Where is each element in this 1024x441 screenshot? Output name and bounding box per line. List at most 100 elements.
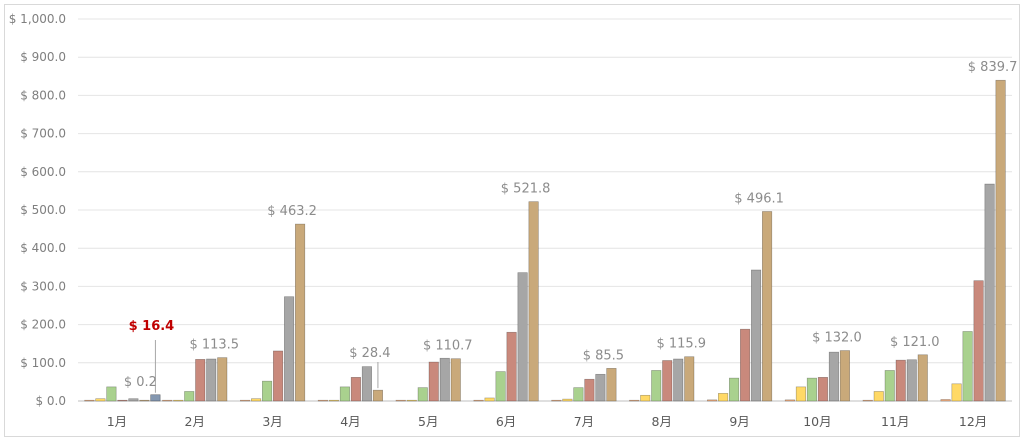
bar xyxy=(361,366,372,402)
bar xyxy=(551,399,562,402)
bar xyxy=(740,328,751,402)
bar xyxy=(606,368,617,402)
bar xyxy=(473,399,484,402)
bar xyxy=(629,399,640,402)
data-label: $ 0.2 xyxy=(124,375,157,390)
y-tick-label: $ 1,000.0 xyxy=(9,12,66,26)
x-category-label: 7月 xyxy=(574,414,594,429)
bar xyxy=(262,380,273,402)
bar xyxy=(417,387,428,402)
data-label: $ 463.2 xyxy=(267,204,317,219)
y-tick-label: $ 300.0 xyxy=(20,279,66,293)
bar xyxy=(806,377,817,402)
bar xyxy=(162,399,173,402)
bar xyxy=(917,354,928,402)
data-label: $ 121.0 xyxy=(890,335,940,350)
bar xyxy=(484,397,495,402)
bar xyxy=(573,387,584,402)
data-label: $ 115.9 xyxy=(656,337,706,352)
bar xyxy=(784,399,795,402)
y-tick-label: $ 800.0 xyxy=(20,88,66,102)
y-tick-label: $ 400.0 xyxy=(20,241,66,255)
bar xyxy=(673,358,684,402)
bar xyxy=(817,377,828,402)
bar xyxy=(317,399,328,402)
bar xyxy=(84,399,95,402)
bar xyxy=(106,386,117,402)
bar xyxy=(684,356,695,402)
bar xyxy=(495,371,506,402)
bar xyxy=(95,398,106,402)
bar xyxy=(117,399,128,402)
data-label: $ 496.1 xyxy=(734,191,784,206)
y-tick-label: $ 600.0 xyxy=(20,165,66,179)
data-label: $ 132.0 xyxy=(812,331,862,346)
x-category-label: 12月 xyxy=(959,414,987,429)
bar xyxy=(584,378,595,402)
y-tick-label: $ 900.0 xyxy=(20,50,66,64)
bar xyxy=(450,358,461,402)
bar xyxy=(406,399,417,402)
bar xyxy=(273,350,284,402)
bar xyxy=(184,391,195,402)
bar xyxy=(206,358,217,402)
bar xyxy=(862,399,873,402)
data-label: $ 110.7 xyxy=(423,339,473,354)
highlight-data-label: $ 16.4 xyxy=(129,319,175,334)
x-category-label: 4月 xyxy=(340,414,360,429)
highlight-bar xyxy=(150,394,161,402)
y-tick-label: $ 100.0 xyxy=(20,356,66,370)
bar xyxy=(962,331,973,402)
data-label: $ 521.8 xyxy=(501,182,551,197)
y-tick-label: $ 0.0 xyxy=(35,394,66,408)
bar xyxy=(562,398,573,402)
bar xyxy=(895,359,906,402)
bar xyxy=(828,351,839,402)
x-category-label: 8月 xyxy=(652,414,672,429)
bar xyxy=(595,373,606,402)
bar xyxy=(839,350,850,402)
bar xyxy=(884,370,895,402)
bar xyxy=(295,223,306,402)
bar xyxy=(528,201,539,402)
bar xyxy=(718,393,729,402)
bar xyxy=(506,331,517,402)
bar xyxy=(973,280,984,402)
data-label: $ 113.5 xyxy=(189,338,239,353)
bar xyxy=(707,399,718,402)
x-category-label: 10月 xyxy=(803,414,831,429)
bar xyxy=(762,211,773,402)
x-category-label: 1月 xyxy=(107,414,127,429)
bar xyxy=(339,386,350,402)
bar xyxy=(662,360,673,402)
data-label: $ 85.5 xyxy=(583,348,624,363)
bar xyxy=(873,391,884,402)
bar xyxy=(350,377,361,402)
bar xyxy=(240,399,251,402)
bar xyxy=(195,359,206,402)
bar xyxy=(173,399,184,402)
bar xyxy=(651,370,662,402)
bar xyxy=(139,399,150,402)
y-tick-label: $ 500.0 xyxy=(20,203,66,217)
bar xyxy=(128,398,139,402)
bar xyxy=(906,359,917,402)
bar xyxy=(940,399,951,402)
bar xyxy=(284,296,295,402)
x-category-label: 9月 xyxy=(729,414,749,429)
data-label: $ 28.4 xyxy=(349,346,390,361)
bar xyxy=(395,399,406,402)
x-category-label: 11月 xyxy=(881,414,909,429)
bar xyxy=(372,389,383,402)
x-category-label: 6月 xyxy=(496,414,516,429)
x-category-label: 3月 xyxy=(262,414,282,429)
x-category-label: 2月 xyxy=(185,414,205,429)
y-tick-label: $ 200.0 xyxy=(20,318,66,332)
bar xyxy=(428,361,439,402)
bar xyxy=(517,272,528,402)
bar xyxy=(217,357,228,402)
bar xyxy=(984,183,995,402)
bar xyxy=(439,357,450,402)
y-tick-label: $ 700.0 xyxy=(20,127,66,141)
